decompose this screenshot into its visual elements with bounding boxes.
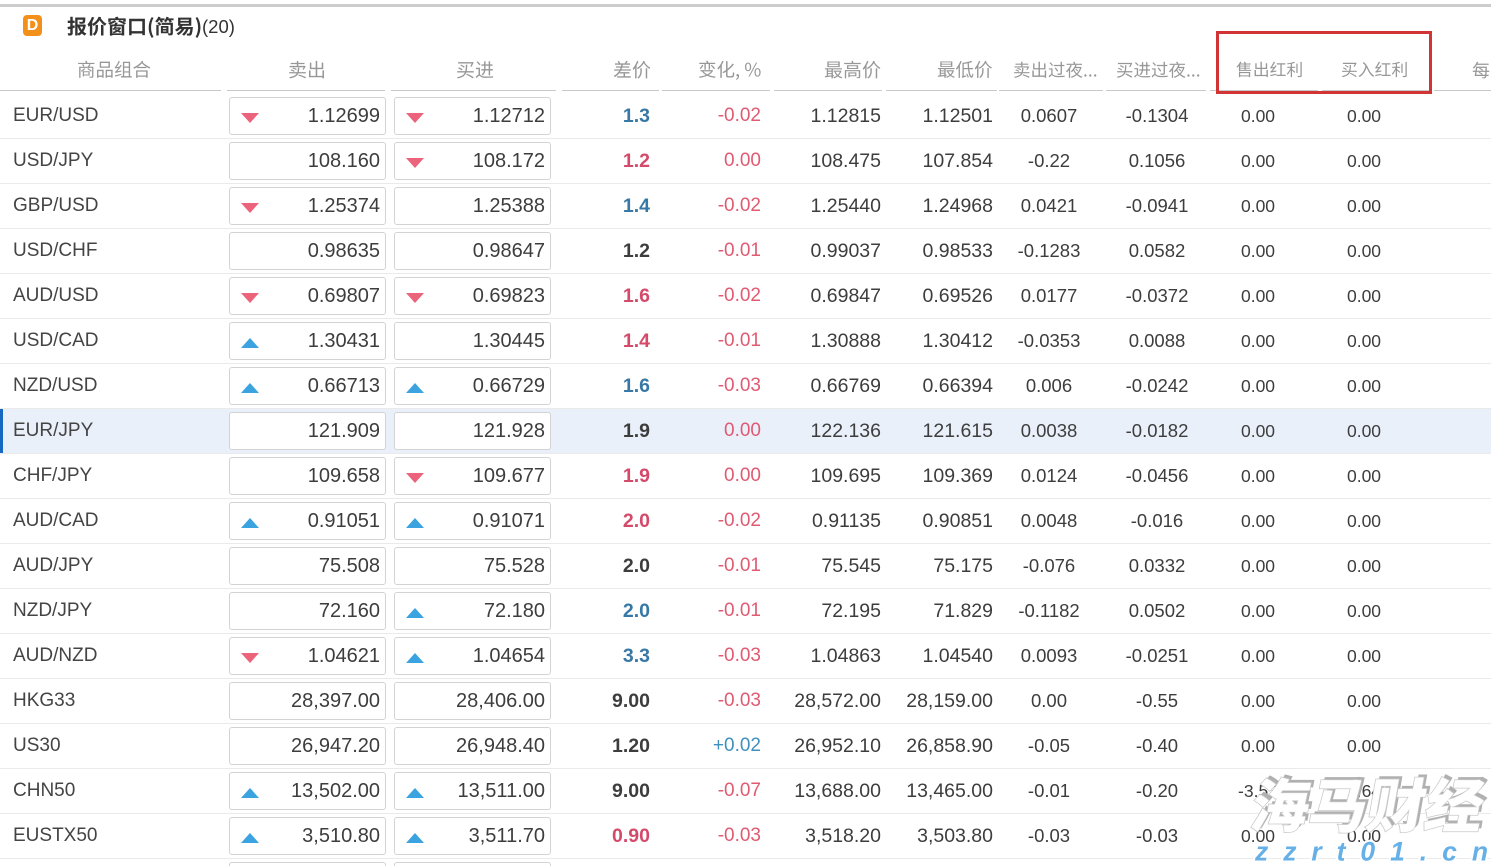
svg-text:zzrt01.cn: zzrt01.cn: [1254, 836, 1488, 866]
